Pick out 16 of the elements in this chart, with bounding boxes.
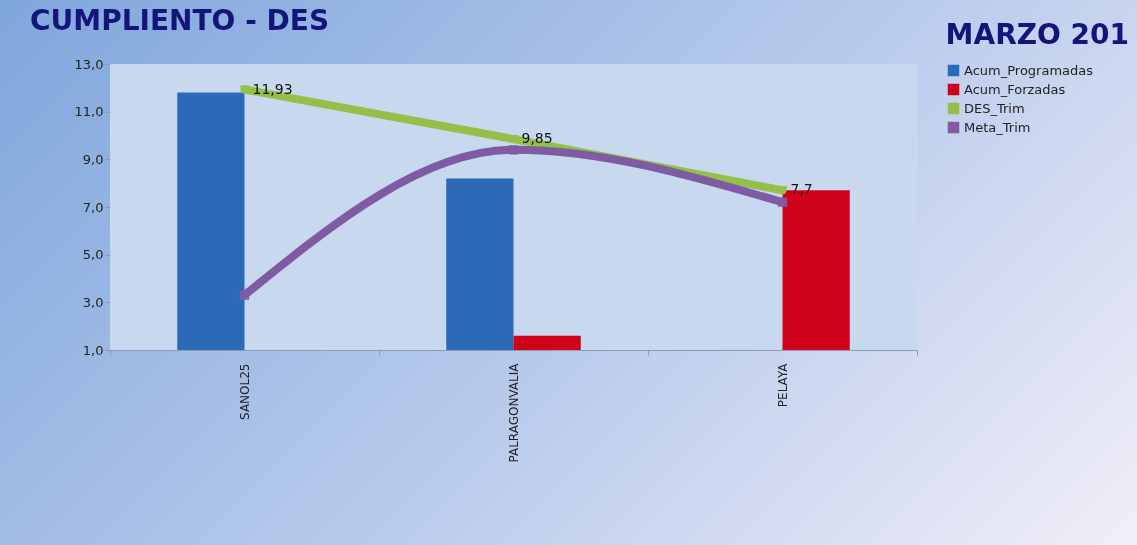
y-tick-label: 3,0 xyxy=(82,294,104,310)
chart-title: CUMPLIENTO - DES xyxy=(30,4,330,37)
text: MARZO 201 xyxy=(945,18,1129,51)
x-tick-label: PELAYA xyxy=(776,362,790,408)
legend-label: Acum_Programadas xyxy=(964,62,1094,78)
y-tick-label: 9,0 xyxy=(82,151,104,167)
x-tick-label: SANOL25 xyxy=(238,363,252,420)
legend-label: Meta_Trim xyxy=(964,119,1031,135)
y-tick-label: 13,0 xyxy=(74,56,104,72)
x-tick-label: PALRAGONVALIA xyxy=(507,362,521,463)
y-tick-label: 11,0 xyxy=(74,104,104,120)
legend-label: DES_Trim xyxy=(964,100,1025,116)
y-tick-label: 5,0 xyxy=(82,247,104,263)
y-tick-label: 7,0 xyxy=(82,199,104,215)
legend-label: Acum_Forzadas xyxy=(964,81,1066,97)
y-tick-label: 1,0 xyxy=(82,342,104,358)
